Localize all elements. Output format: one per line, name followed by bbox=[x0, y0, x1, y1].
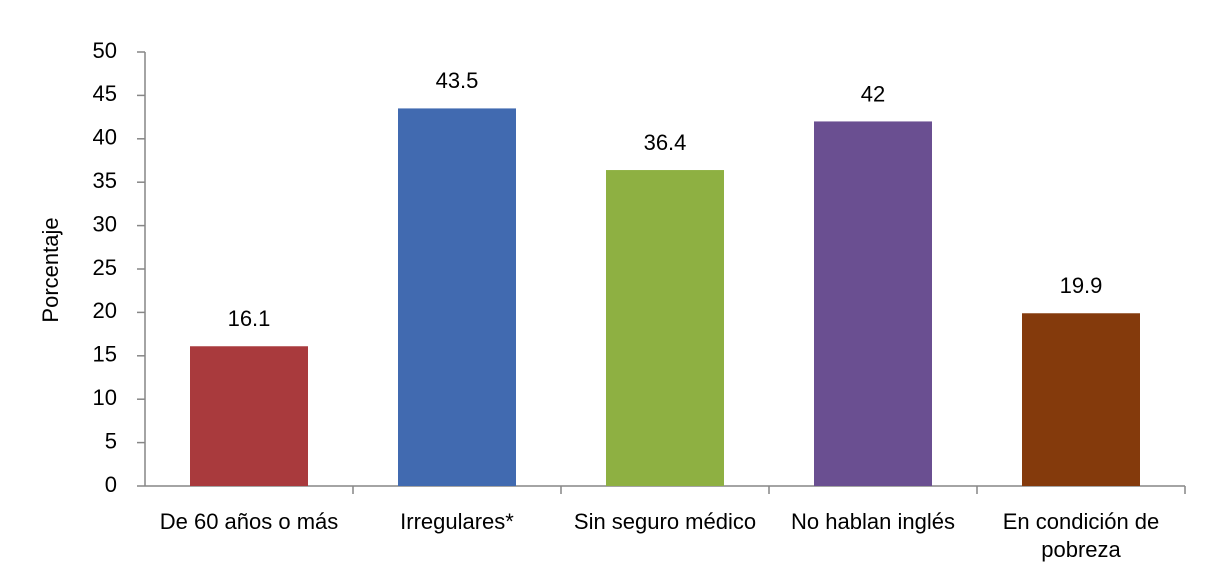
y-tick-label: 5 bbox=[105, 428, 117, 453]
bar bbox=[814, 121, 932, 486]
y-tick-label: 35 bbox=[93, 168, 117, 193]
bar bbox=[606, 170, 724, 486]
x-tick-label: En condición de pobreza bbox=[1002, 509, 1160, 562]
y-tick-label: 20 bbox=[93, 298, 117, 323]
value-label: 36.4 bbox=[644, 130, 687, 155]
y-tick-label: 50 bbox=[93, 38, 117, 63]
x-tick-label: Sin seguro médico bbox=[573, 509, 757, 534]
y-tick-label: 0 bbox=[105, 472, 117, 497]
x-tick-label: De 60 años o más bbox=[159, 509, 339, 534]
bar bbox=[1022, 313, 1140, 486]
y-axis-label: Porcentaje bbox=[38, 217, 63, 322]
y-tick-label: 30 bbox=[93, 211, 117, 236]
x-tick-label: No hablan inglés bbox=[791, 509, 955, 534]
y-tick-label: 45 bbox=[93, 81, 117, 106]
x-tick-label: Irregulares* bbox=[400, 509, 514, 534]
value-label: 16.1 bbox=[228, 306, 271, 331]
value-label: 19.9 bbox=[1060, 273, 1103, 298]
y-tick-label: 40 bbox=[93, 125, 117, 150]
value-label: 43.5 bbox=[436, 68, 479, 93]
bar bbox=[398, 108, 516, 487]
y-tick-label: 10 bbox=[93, 385, 117, 410]
value-label: 42 bbox=[861, 81, 885, 106]
bar bbox=[190, 346, 308, 486]
y-tick-label: 15 bbox=[93, 342, 117, 367]
y-tick-label: 25 bbox=[93, 255, 117, 280]
